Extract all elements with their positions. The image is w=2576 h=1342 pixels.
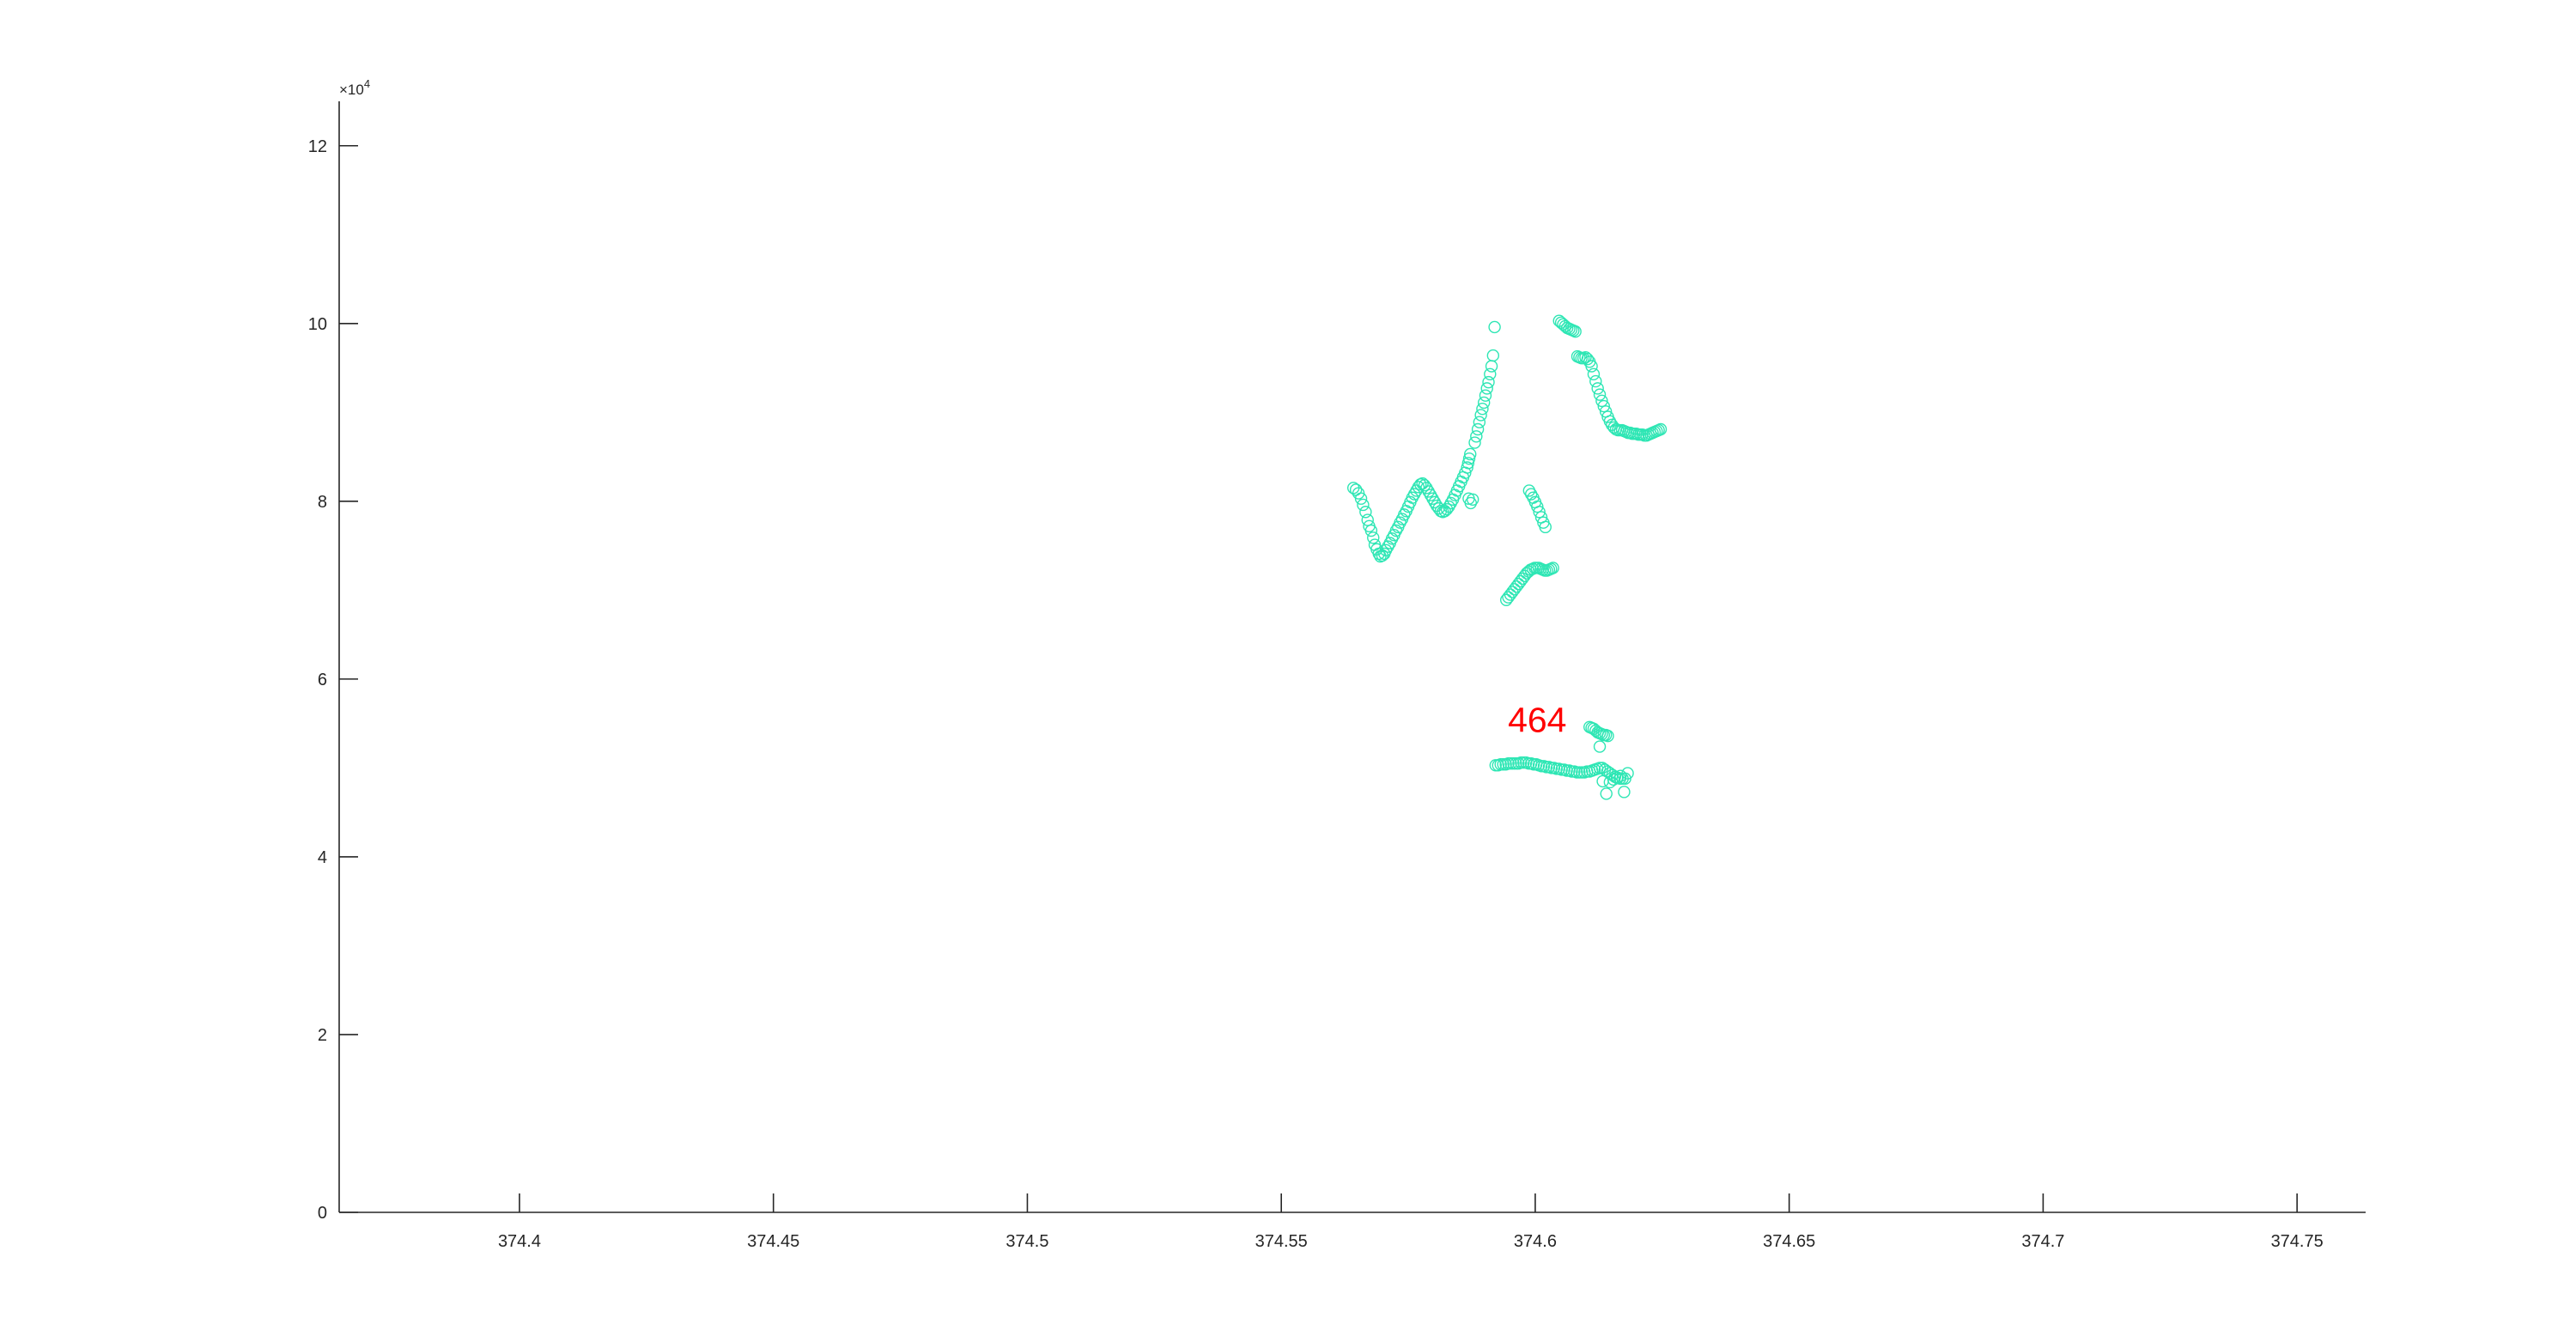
data-point: [1531, 500, 1544, 513]
data-point: [1601, 729, 1614, 743]
y-tick-label: 10: [308, 315, 327, 334]
data-point: [1477, 396, 1491, 410]
x-tick-label: 374.55: [1255, 1232, 1308, 1251]
y-tick-label: 4: [318, 848, 327, 867]
data-point: [1539, 520, 1552, 534]
data-point: [1464, 447, 1477, 461]
data-point: [1484, 367, 1497, 381]
x-tick-label: 374.6: [1514, 1232, 1557, 1251]
data-point: [1585, 360, 1598, 373]
data-point: [1569, 325, 1582, 338]
data-point: [1603, 775, 1617, 789]
y-axis-ticks: 0 2 4 6 8 10 12: [308, 137, 358, 1223]
data-point: [1597, 399, 1610, 413]
data-point: [1479, 389, 1492, 402]
data-point: [1438, 505, 1451, 518]
y-tick-label: 8: [318, 493, 327, 512]
data-point: [1468, 436, 1481, 449]
data-point: [1587, 367, 1601, 381]
data-point: [1474, 409, 1487, 422]
data-point: [1361, 513, 1374, 526]
data-point: [1367, 531, 1380, 544]
data-point: [1461, 461, 1473, 474]
data-point: [1593, 740, 1607, 753]
data-point: [1614, 769, 1627, 782]
data-point: [1357, 498, 1370, 512]
data-point: [1418, 479, 1431, 492]
data-point: [1581, 353, 1595, 366]
data-point: [1589, 374, 1602, 388]
data-point: [1359, 506, 1372, 519]
y-axis-exponent-power: 4: [364, 77, 370, 90]
data-point: [1476, 402, 1489, 416]
data-point: [1470, 430, 1483, 443]
data-point: [1354, 492, 1368, 505]
x-tick-label: 374.4: [498, 1232, 541, 1251]
peak-annotation-label: 464: [1508, 701, 1566, 740]
data-point: [1546, 562, 1559, 574]
x-tick-label: 374.7: [2021, 1232, 2064, 1251]
data-point: [1621, 767, 1634, 780]
data-point: [1466, 493, 1479, 506]
data-point: [1473, 416, 1486, 428]
data-point: [1432, 501, 1445, 515]
x-tick-label: 374.45: [747, 1232, 799, 1251]
data-points: [1346, 314, 1668, 800]
data-point: [1533, 506, 1546, 519]
data-point: [1486, 349, 1500, 362]
x-tick-label: 374.75: [2271, 1232, 2324, 1251]
data-point: [1412, 481, 1425, 494]
x-axis-ticks: 374.4 374.45 374.5 374.55 374.6 374.65 374.7 37…: [498, 1193, 2324, 1251]
data-point: [1480, 382, 1493, 395]
data-point: [1462, 452, 1476, 465]
y-tick-label: 2: [318, 1026, 327, 1045]
data-point: [1579, 350, 1592, 364]
y-axis-exponent-base: ×10: [339, 82, 364, 98]
data-point: [1416, 477, 1429, 490]
x-tick-label: 374.65: [1763, 1232, 1815, 1251]
y-tick-label: 12: [308, 137, 327, 156]
data-point: [1600, 787, 1613, 800]
data-point: [1482, 375, 1495, 389]
x-tick-label: 374.5: [1005, 1232, 1048, 1251]
data-point: [1461, 457, 1475, 470]
y-tick-label: 6: [318, 671, 327, 689]
data-point: [1593, 388, 1607, 401]
data-point: [1595, 394, 1608, 408]
y-tick-label: 0: [318, 1204, 327, 1223]
data-point: [1618, 786, 1631, 799]
y-axis-exponent-label: ×104: [339, 77, 370, 98]
data-point: [1364, 524, 1378, 537]
data-point: [1654, 422, 1668, 436]
data-point: [1591, 382, 1604, 395]
data-point: [1488, 320, 1501, 334]
data-point: [1440, 502, 1454, 516]
data-point: [1471, 422, 1485, 436]
plot-axes: 374.4 374.45 374.5 374.55 374.6 374.65 374.7 37…: [308, 77, 2366, 1251]
